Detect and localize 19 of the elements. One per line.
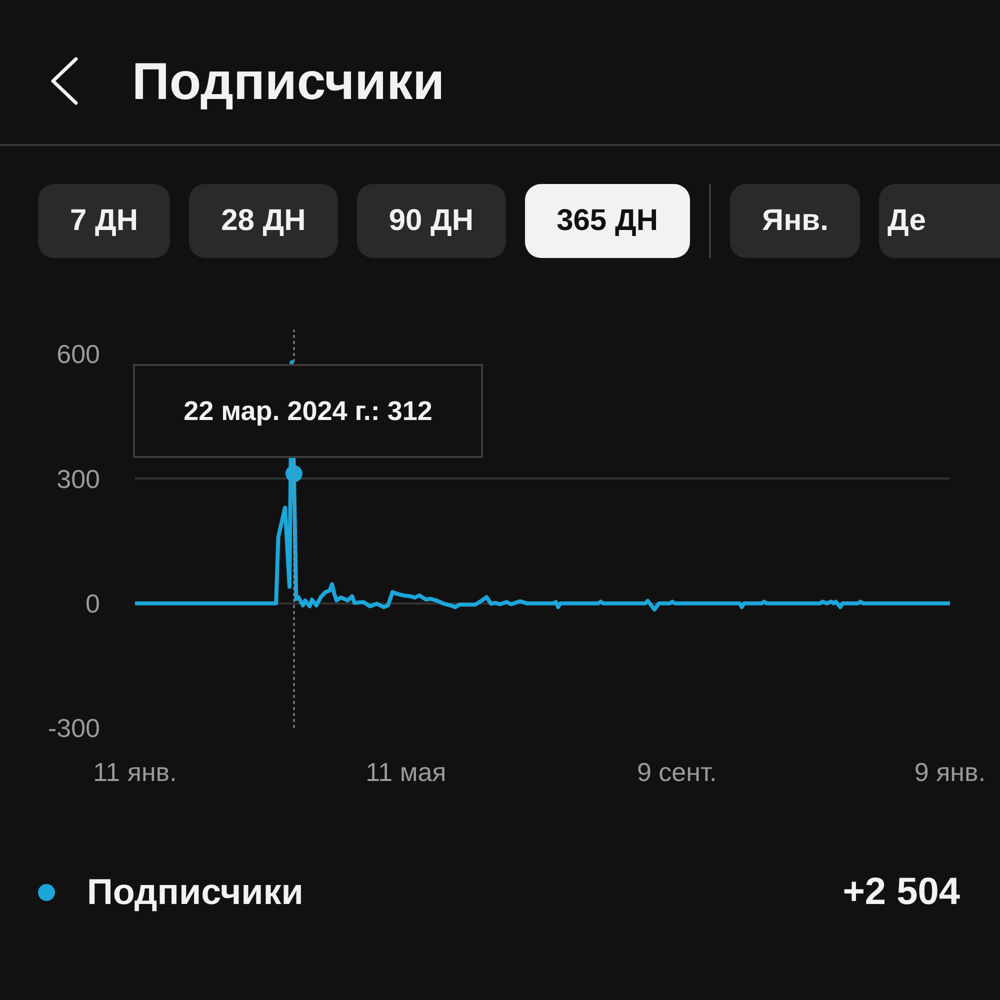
chart-title: Подписчики bbox=[132, 52, 445, 113]
text: +2 504 bbox=[842, 870, 960, 914]
button[interactable]: 28 ДН bbox=[189, 184, 338, 258]
y-tick-label: -300 bbox=[48, 713, 100, 744]
x-tick-label: 11 мая bbox=[366, 757, 446, 787]
y-tick-label: 600 bbox=[56, 339, 100, 370]
legend-label: Подписчики bbox=[87, 871, 304, 913]
x-tick-label: 11 янв. bbox=[93, 757, 177, 787]
x-tick-label: 9 янв. bbox=[914, 757, 986, 787]
button[interactable]: 90 ДН bbox=[356, 184, 506, 258]
y-tick-label: 300 bbox=[56, 464, 100, 494]
x-tick-label: 9 сент. bbox=[636, 757, 717, 787]
chevron-left-icon[interactable] bbox=[48, 56, 80, 106]
annotation: 22 мар. 2024 г.: 312 bbox=[184, 396, 432, 426]
button[interactable]: Де bbox=[879, 184, 1000, 258]
button[interactable]: 365 ДН bbox=[524, 184, 690, 258]
button[interactable]: 7 ДН bbox=[38, 184, 170, 258]
y-tick-label: 0 bbox=[86, 588, 100, 618]
button[interactable]: Янв. bbox=[730, 184, 860, 258]
